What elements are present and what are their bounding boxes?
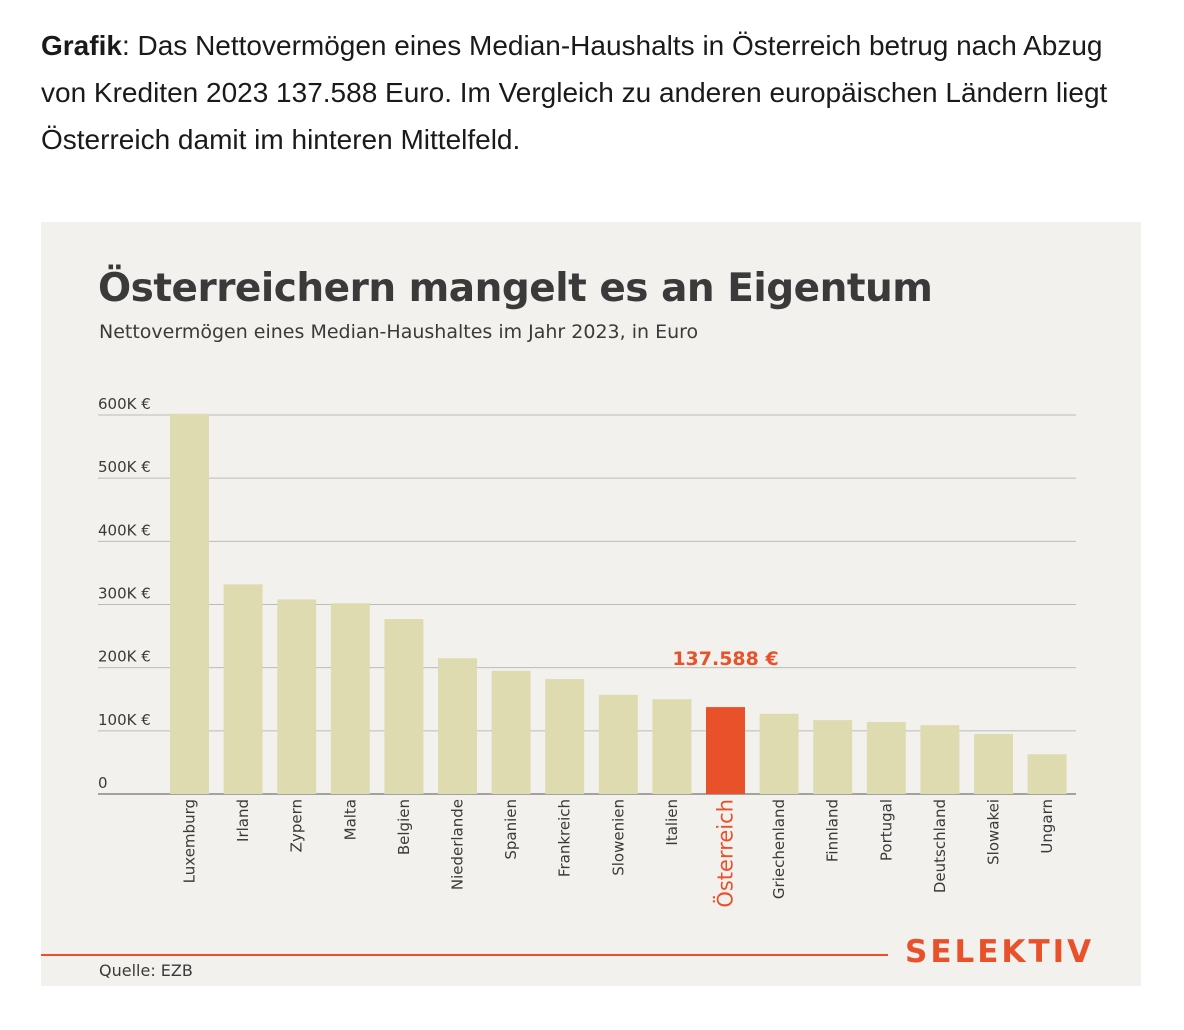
x-tick-label: Niederlande xyxy=(449,799,467,890)
chart-subtitle: Nettovermögen eines Median-Haushaltes im… xyxy=(99,321,699,343)
chart-title: Österreichern mangelt es an Eigentum xyxy=(98,266,933,311)
bar-spanien xyxy=(491,670,531,794)
bar-österreich xyxy=(706,707,745,794)
bar-luxemburg xyxy=(170,413,209,794)
data-label: 137.588 € xyxy=(672,648,778,670)
intro-paragraph: Grafik: Das Nettovermögen eines Median-H… xyxy=(41,22,1121,163)
x-tick-label: Slowenien xyxy=(609,799,627,876)
x-tick-label: Italien xyxy=(663,799,681,846)
x-tick-label: Ungarn xyxy=(1038,799,1056,854)
bar-deutschland xyxy=(920,725,960,794)
y-tick-label: 100K € xyxy=(98,711,151,729)
x-tick-label: Österreich xyxy=(713,799,738,908)
intro-bold: Grafik xyxy=(41,30,122,61)
x-tick-label: Spanien xyxy=(502,799,520,860)
y-tick-label: 600K € xyxy=(98,395,151,413)
bar-chart: 0 100K € 200K € 300K € 400K € 500K € 600K € Lux… xyxy=(98,395,1076,908)
footer-rule xyxy=(41,954,888,956)
y-tick-label: 300K € xyxy=(98,585,151,603)
bar-malta xyxy=(330,603,370,794)
intro-text: : Das Nettovermögen eines Median-Haushal… xyxy=(41,30,1108,155)
bar-griechenland xyxy=(759,713,799,794)
y-tick-label: 400K € xyxy=(98,521,151,539)
x-tick-label: Irland xyxy=(234,799,252,842)
chart-panel: Österreichern mangelt es an Eigentum Net… xyxy=(41,222,1141,986)
bar-finnland xyxy=(813,720,853,794)
bar-belgien xyxy=(384,619,424,794)
bar-slowenien xyxy=(598,694,638,794)
bar-frankreich xyxy=(545,679,585,794)
y-tick-label: 200K € xyxy=(98,648,151,666)
x-tick-label: Finnland xyxy=(824,799,842,862)
x-tick-label: Frankreich xyxy=(556,799,574,877)
x-tick-label: Slowakei xyxy=(985,799,1003,865)
x-tick-label: Luxemburg xyxy=(181,799,199,883)
source-note: Quelle: EZB xyxy=(99,961,193,980)
bar-portugal xyxy=(866,721,906,794)
x-tick-label: Belgien xyxy=(395,799,413,855)
x-tick-label: Malta xyxy=(341,799,359,840)
bar-irland xyxy=(223,584,263,794)
y-tick-label: 500K € xyxy=(98,458,151,476)
x-tick-label: Portugal xyxy=(877,799,895,861)
brand-logo: SELEKTIV xyxy=(905,934,1095,970)
bar-slowakei xyxy=(974,733,1013,794)
bar-italien xyxy=(652,699,692,794)
x-tick-label: Griechenland xyxy=(770,799,788,899)
x-tick-label: Deutschland xyxy=(931,799,949,893)
bar-ungarn xyxy=(1027,754,1067,794)
bar-niederlande xyxy=(438,658,477,794)
x-tick-label: Zypern xyxy=(288,799,306,852)
y-tick-label: 0 xyxy=(98,774,108,792)
bar-zypern xyxy=(277,599,317,794)
